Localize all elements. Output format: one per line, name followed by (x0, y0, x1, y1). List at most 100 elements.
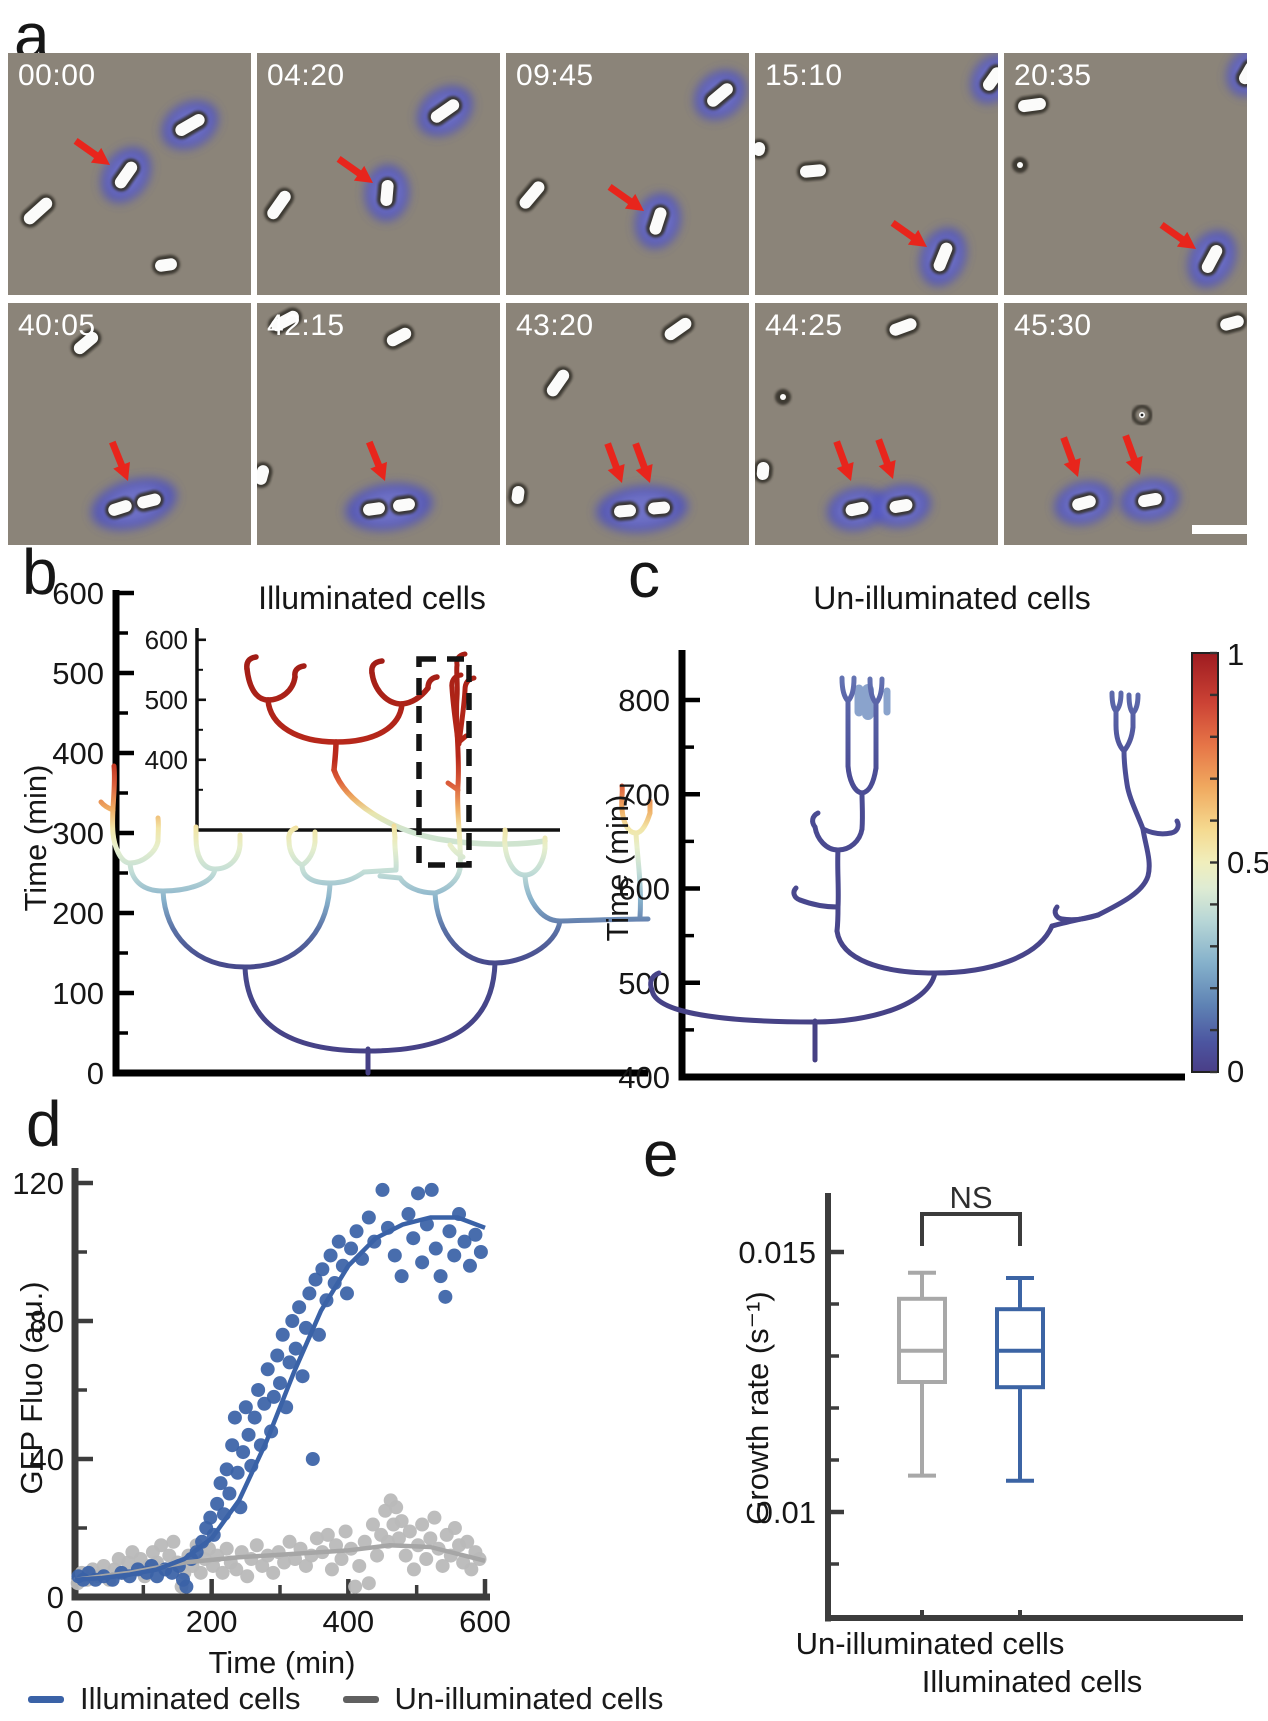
lineage-branch (365, 960, 498, 1054)
lineage-branch (932, 923, 1055, 976)
tick-label: 600 (459, 1604, 511, 1639)
cell-ring (1131, 404, 1153, 426)
lineage-branch (160, 888, 248, 970)
cell-rod (930, 239, 956, 275)
lineage-branch (449, 672, 464, 691)
scale-bar (1192, 525, 1247, 534)
lineage-branch (432, 890, 498, 966)
cell-rod (134, 490, 164, 512)
cell-rod (427, 96, 463, 126)
cell-rod (390, 494, 418, 516)
lineage-branch (265, 697, 339, 745)
lineage-branch (873, 676, 885, 706)
tick-label: 0.01 (756, 1495, 816, 1530)
fit-line-illuminated (74, 1215, 486, 1583)
illumination-glow (596, 485, 688, 533)
tick-label: 0.5 (1227, 845, 1268, 880)
lineage-branch (447, 842, 466, 860)
tick-label: 500 (618, 966, 670, 1001)
panel-d: 0 40 80 120 0 200 400 600 (12, 1166, 511, 1639)
cell-rod (611, 501, 639, 521)
lineage-branch (399, 685, 431, 707)
panel-d-label: d (26, 1088, 62, 1160)
tick-label: 200 (186, 1604, 238, 1639)
lineage-branch (456, 733, 469, 745)
cell-rod (267, 307, 303, 335)
frame-timestamp: 42:15 (267, 309, 345, 342)
tick-label: 400 (618, 1060, 670, 1095)
lineage-branch (845, 675, 857, 704)
cell-rod (172, 110, 208, 140)
cell-rod (797, 160, 829, 182)
lineage-branch (502, 842, 528, 878)
legend-label-illuminated: Illuminated cells (80, 1681, 301, 1716)
frame-timestamp: 09:45 (516, 59, 594, 92)
lineage-branch (1121, 748, 1146, 832)
lineage-branch (361, 867, 399, 875)
lineage-branch (333, 701, 405, 745)
cell-rod (376, 177, 398, 209)
cell-dot (1012, 157, 1028, 173)
cell-rod (979, 64, 998, 94)
scatter-illuminated-points (71, 1182, 488, 1594)
cell-rod (152, 254, 180, 276)
micrograph-frame: 04:20 (257, 53, 500, 295)
tick-label: 40 (30, 1442, 64, 1477)
tick-label: 0 (66, 1604, 83, 1639)
lineage-branch (432, 866, 463, 896)
lineage-branch (242, 880, 333, 970)
lineage-branch (212, 842, 243, 872)
cell-rod (755, 139, 769, 159)
tick-label: 200 (52, 896, 104, 931)
pointer-arrow (604, 442, 625, 483)
lineage-branch (522, 872, 563, 924)
lineage-branch (425, 674, 440, 691)
scatter-legend: Illuminated cells Un-illuminated cells (28, 1681, 663, 1717)
cell-rod (1135, 489, 1165, 511)
cell-rod (1015, 94, 1049, 116)
cell-rod (661, 314, 695, 344)
cell-rod (886, 495, 916, 517)
tick-label: 500 (52, 656, 104, 691)
panel-d-ylabel: GFP Fluo (a.u.) (14, 1281, 49, 1495)
cell-rod (264, 187, 294, 223)
lineage-branch (286, 838, 305, 868)
cell-rod (257, 462, 273, 488)
lineage-branch (1168, 818, 1181, 836)
lineage-branch (110, 763, 117, 836)
boxplot-category-1: Un-illuminated cells (795, 1626, 1065, 1661)
tick-label: 400 (145, 745, 188, 775)
lineage-branch (1121, 724, 1136, 754)
tick-label: 500 (145, 685, 188, 715)
lineage-branch (835, 826, 865, 853)
legend-swatch-illuminated (28, 1695, 64, 1703)
cell-rod (1217, 312, 1247, 334)
lineage-branch (331, 739, 339, 773)
legend-swatch-unilluminated (342, 1695, 379, 1703)
micrograph-frame: 09:45 (506, 53, 749, 295)
tick-label: 600 (145, 625, 188, 655)
lineage-branch (1059, 912, 1101, 923)
lineage-branch (244, 666, 271, 703)
lineage-branch (845, 763, 865, 796)
micrograph-frame: 42:15 (257, 303, 500, 545)
tick-label: 400 (52, 736, 104, 771)
lineage-branch (193, 835, 218, 872)
tick-label: 0 (87, 1056, 104, 1091)
pointer-arrow (875, 438, 896, 479)
micrograph-frame: 00:00 (8, 53, 251, 295)
lineage-branch (812, 970, 938, 1025)
tick-label: 0 (47, 1580, 64, 1615)
cell-rod (383, 324, 415, 350)
colorbar: 10.50 (1191, 637, 1268, 1089)
lineage-branch (502, 827, 508, 848)
cell-rod (508, 483, 528, 507)
cell-rod (360, 498, 388, 520)
inset-source-box (416, 656, 472, 868)
frame-timestamp: 44:25 (765, 309, 843, 342)
panel-c-title: Un-illuminated cells (813, 580, 1091, 616)
lineage-branch (812, 824, 841, 853)
panel-e: 0.015 0.01 (738, 1193, 1243, 1622)
